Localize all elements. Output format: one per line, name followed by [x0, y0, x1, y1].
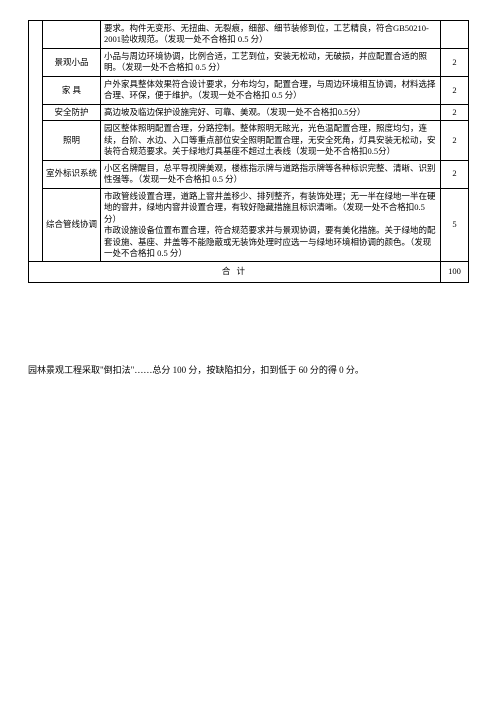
row-label: [43, 21, 101, 49]
scoring-table: 要求。构件无变形、无扭曲、无裂痕，细部、细节装修到位，工艺精良，符合GB5021…: [28, 20, 469, 283]
table-row: 室外标识系统小区名牌醒目，总平导视牌美观，楼栋指示牌与道路指示牌等各种标识完整、…: [29, 160, 469, 188]
table-row: 综合管线协调市政管线设置合理，道路上窨井盖移少、排列整齐，有装饰处理；无一半在绿…: [29, 188, 469, 262]
table-row: 要求。构件无变形、无扭曲、无裂痕，细部、细节装修到位，工艺精良，符合GB5021…: [29, 21, 469, 49]
row-score: 5: [441, 188, 469, 262]
row-score: [441, 21, 469, 49]
category-column: [29, 21, 43, 262]
table-row: 景观小品小品与周边环境协调，比例合适，工艺到位，安装无松动，无破损，并应配置合适…: [29, 48, 469, 76]
row-content: 市政管线设置合理，道路上窨井盖移少、排列整齐，有装饰处理；无一半在绿地一半在硬地…: [101, 188, 441, 262]
row-content: 园区整体照明配置合理，分路控制。整体照明无眩光，光色温配置合理，照度均匀，连续，…: [101, 121, 441, 160]
row-score: 2: [441, 104, 469, 120]
row-content: 高边坡及临边保护设施完好、可靠、美观。（发现一处不合格扣0.5分）: [101, 104, 441, 120]
footer-note: 园林景观工程采取"倒扣法"……总分 100 分，按缺陷扣分，扣到低于 60 分的…: [28, 363, 500, 376]
table-row: 家 具户外家具整体效果符合设计要求，分布均匀，配置合理，与周边环境相互协调，材料…: [29, 76, 469, 104]
row-content: 要求。构件无变形、无扭曲、无裂痕，细部、细节装修到位，工艺精良，符合GB5021…: [101, 21, 441, 49]
row-label: 室外标识系统: [43, 160, 101, 188]
table-row: 照明园区整体照明配置合理，分路控制。整体照明无眩光，光色温配置合理，照度均匀，连…: [29, 121, 469, 160]
row-label: 家 具: [43, 76, 101, 104]
row-score: 2: [441, 160, 469, 188]
row-score: 2: [441, 76, 469, 104]
row-score: 2: [441, 121, 469, 160]
row-score: 2: [441, 48, 469, 76]
document-page: 要求。构件无变形、无扭曲、无裂痕，细部、细节装修到位，工艺精良，符合GB5021…: [0, 20, 500, 726]
row-label: 景观小品: [43, 48, 101, 76]
row-label: 综合管线协调: [43, 188, 101, 262]
total-row: 合 计100: [29, 262, 469, 282]
row-content: 小品与周边环境协调，比例合适，工艺到位，安装无松动，无破损，并应配置合适的照明。…: [101, 48, 441, 76]
row-content: 小区名牌醒目，总平导视牌美观，楼栋指示牌与道路指示牌等各种标识完整、清晰、识别性…: [101, 160, 441, 188]
total-label: 合 计: [29, 262, 441, 282]
table-row: 安全防护高边坡及临边保护设施完好、可靠、美观。（发现一处不合格扣0.5分）2: [29, 104, 469, 120]
row-label: 照明: [43, 121, 101, 160]
row-label: 安全防护: [43, 104, 101, 120]
total-score: 100: [441, 262, 469, 282]
row-content: 户外家具整体效果符合设计要求，分布均匀，配置合理，与周边环境相互协调，材料选择合…: [101, 76, 441, 104]
